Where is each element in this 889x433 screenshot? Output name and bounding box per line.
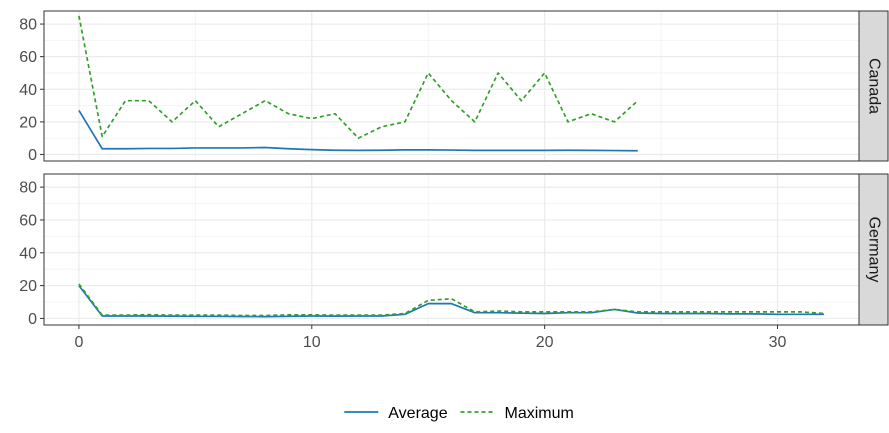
x-tick-label: 20 [536,334,554,351]
panel-background [44,174,859,325]
x-tick-label: 0 [74,334,83,351]
series-line-average [78,285,825,318]
y-tick-label: 40 [19,82,37,99]
y-tick-label: 40 [19,245,37,262]
y-tick-label: 60 [19,49,37,66]
y-tick-label: 20 [19,114,37,131]
facet-strip-label: Germany [866,217,883,283]
facet-strip-label: Canada [866,58,883,114]
x-tick-label: 10 [303,334,321,351]
series-line-maximum [78,15,639,140]
y-tick-label: 0 [28,147,37,164]
legend-label: Maximum [505,405,574,422]
legend-label: Average [388,405,447,422]
series-line-average [78,110,638,152]
facet-strip [858,10,889,162]
facet-strip [858,173,889,326]
y-tick-label: 80 [19,180,37,197]
y-tick-label: 0 [28,311,37,328]
y-tick-label: 20 [19,278,37,295]
y-tick-label: 60 [19,212,37,229]
panel-background [44,11,859,161]
y-tick-label: 80 [19,17,37,34]
x-tick-label: 30 [769,334,787,351]
